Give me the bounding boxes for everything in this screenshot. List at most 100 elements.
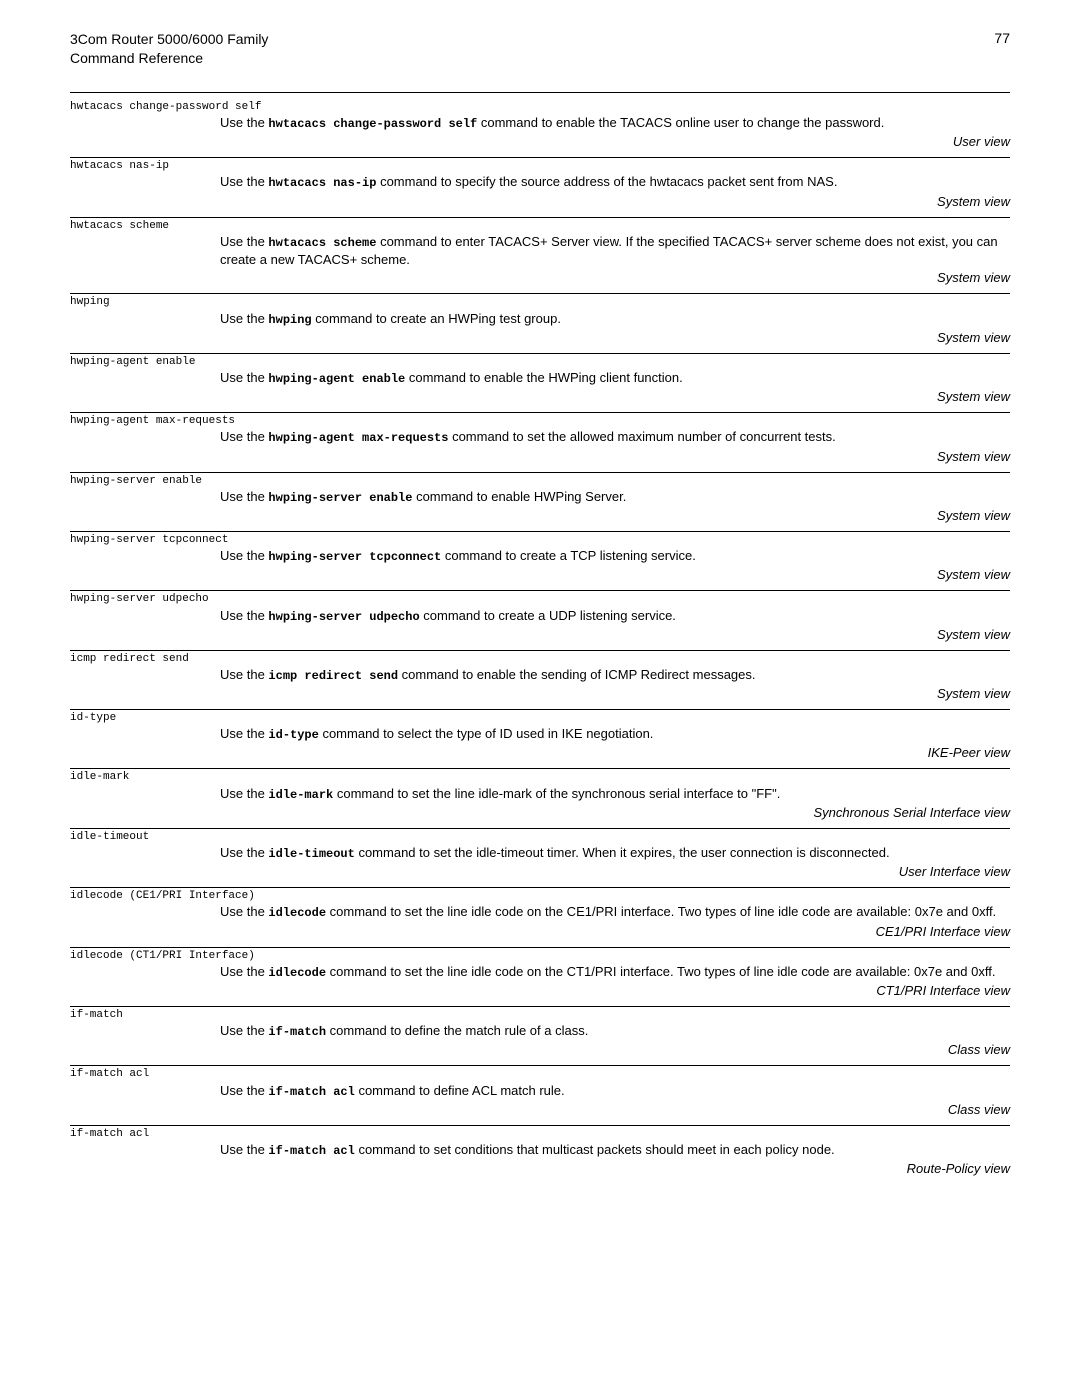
command-entry: hwping-server tcpconnectUse the hwping-s…	[70, 531, 1010, 582]
entry-body: Use the hwtacacs change-password self co…	[70, 114, 1010, 132]
desc-prefix: Use the	[220, 726, 268, 741]
command-name: hwtacacs nas-ip	[70, 158, 1010, 173]
command-entry: hwping-server enableUse the hwping-serve…	[70, 472, 1010, 523]
desc-prefix: Use the	[220, 429, 268, 444]
command-name: icmp redirect send	[70, 651, 1010, 666]
desc-prefix: Use the	[220, 1023, 268, 1038]
entry-body: Use the hwping command to create an HWPi…	[70, 310, 1010, 328]
command-view: System view	[70, 627, 1010, 642]
command-view: User view	[70, 134, 1010, 149]
desc-command-literal: hwtacacs nas-ip	[268, 176, 376, 190]
entry-body: Use the idlecode command to set the line…	[70, 963, 1010, 981]
desc-command-literal: icmp redirect send	[268, 669, 398, 683]
desc-command-literal: hwping	[268, 313, 311, 327]
entry-body: Use the hwtacacs nas-ip command to speci…	[70, 173, 1010, 191]
desc-suffix: command to set the idle-timeout timer. W…	[355, 845, 890, 860]
command-entry: hwpingUse the hwping command to create a…	[70, 293, 1010, 344]
command-entry: idle-markUse the idle-mark command to se…	[70, 768, 1010, 819]
desc-command-literal: if-match	[268, 1025, 326, 1039]
command-name: hwping	[70, 294, 1010, 309]
desc-prefix: Use the	[220, 548, 268, 563]
header-rule	[70, 92, 1010, 93]
command-entry: hwtacacs nas-ipUse the hwtacacs nas-ip c…	[70, 157, 1010, 208]
command-name: hwtacacs change-password self	[70, 99, 1010, 114]
desc-command-literal: hwtacacs scheme	[268, 236, 376, 250]
entry-body: Use the hwping-agent enable command to e…	[70, 369, 1010, 387]
entry-body: Use the if-match acl command to set cond…	[70, 1141, 1010, 1159]
doc-title-line2: Command Reference	[70, 49, 268, 68]
desc-suffix: command to set the line idle code on the…	[326, 964, 995, 979]
command-description: Use the if-match acl command to define A…	[220, 1082, 1010, 1100]
desc-command-literal: if-match acl	[268, 1085, 354, 1099]
command-name: hwtacacs scheme	[70, 218, 1010, 233]
entry-body: Use the hwping-agent max-requests comman…	[70, 428, 1010, 446]
command-entry: hwtacacs change-password selfUse the hwt…	[70, 99, 1010, 149]
desc-prefix: Use the	[220, 1142, 268, 1157]
desc-command-literal: hwping-server enable	[268, 491, 412, 505]
header-title-block: 3Com Router 5000/6000 Family Command Ref…	[70, 30, 268, 68]
entry-body: Use the icmp redirect send command to en…	[70, 666, 1010, 684]
command-view: System view	[70, 194, 1010, 209]
command-description: Use the icmp redirect send command to en…	[220, 666, 1010, 684]
entries-container: hwtacacs change-password selfUse the hwt…	[70, 99, 1010, 1176]
command-entry: hwping-agent enableUse the hwping-agent …	[70, 353, 1010, 404]
command-name: id-type	[70, 710, 1010, 725]
desc-suffix: command to set the line idle code on the…	[326, 904, 996, 919]
entry-body: Use the hwping-server tcpconnect command…	[70, 547, 1010, 565]
command-description: Use the hwping-agent enable command to e…	[220, 369, 1010, 387]
desc-suffix: command to create a TCP listening servic…	[441, 548, 696, 563]
desc-suffix: command to define ACL match rule.	[355, 1083, 565, 1098]
command-name: if-match	[70, 1007, 1010, 1022]
command-name: hwping-agent max-requests	[70, 413, 1010, 428]
entry-body: Use the hwtacacs scheme command to enter…	[70, 233, 1010, 269]
command-view: System view	[70, 449, 1010, 464]
entry-body: Use the id-type command to select the ty…	[70, 725, 1010, 743]
desc-prefix: Use the	[220, 667, 268, 682]
desc-command-literal: if-match acl	[268, 1144, 354, 1158]
command-description: Use the hwping-server udpecho command to…	[220, 607, 1010, 625]
command-view: System view	[70, 508, 1010, 523]
command-view: Route-Policy view	[70, 1161, 1010, 1176]
command-view: System view	[70, 686, 1010, 701]
desc-command-literal: idle-mark	[268, 788, 333, 802]
command-entry: if-matchUse the if-match command to defi…	[70, 1006, 1010, 1057]
desc-prefix: Use the	[220, 370, 268, 385]
entry-body: Use the idlecode command to set the line…	[70, 903, 1010, 921]
command-description: Use the idle-timeout command to set the …	[220, 844, 1010, 862]
command-name: idle-timeout	[70, 829, 1010, 844]
command-entry: icmp redirect sendUse the icmp redirect …	[70, 650, 1010, 701]
entry-body: Use the idle-mark command to set the lin…	[70, 785, 1010, 803]
command-view: CT1/PRI Interface view	[70, 983, 1010, 998]
desc-prefix: Use the	[220, 174, 268, 189]
command-description: Use the hwtacacs nas-ip command to speci…	[220, 173, 1010, 191]
command-name: hwping-server enable	[70, 473, 1010, 488]
desc-prefix: Use the	[220, 904, 268, 919]
desc-command-literal: idlecode	[268, 966, 326, 980]
command-entry: hwtacacs schemeUse the hwtacacs scheme c…	[70, 217, 1010, 286]
page-header: 3Com Router 5000/6000 Family Command Ref…	[70, 30, 1010, 68]
desc-suffix: command to create a UDP listening servic…	[420, 608, 676, 623]
command-view: Class view	[70, 1042, 1010, 1057]
command-name: hwping-agent enable	[70, 354, 1010, 369]
command-name: hwping-server tcpconnect	[70, 532, 1010, 547]
page-root: 3Com Router 5000/6000 Family Command Ref…	[0, 0, 1080, 1204]
desc-suffix: command to select the type of ID used in…	[319, 726, 654, 741]
command-description: Use the if-match acl command to set cond…	[220, 1141, 1010, 1159]
command-view: System view	[70, 270, 1010, 285]
desc-prefix: Use the	[220, 1083, 268, 1098]
command-description: Use the hwtacacs change-password self co…	[220, 114, 1010, 132]
command-entry: idlecode (CE1/PRI Interface)Use the idle…	[70, 887, 1010, 938]
desc-command-literal: hwping-server udpecho	[268, 610, 419, 624]
command-name: if-match acl	[70, 1126, 1010, 1141]
command-description: Use the idlecode command to set the line…	[220, 903, 1010, 921]
entry-body: Use the idle-timeout command to set the …	[70, 844, 1010, 862]
desc-prefix: Use the	[220, 311, 268, 326]
command-name: hwping-server udpecho	[70, 591, 1010, 606]
page-number: 77	[994, 30, 1010, 46]
command-view: IKE-Peer view	[70, 745, 1010, 760]
command-description: Use the hwtacacs scheme command to enter…	[220, 233, 1010, 269]
desc-suffix: command to create an HWPing test group.	[312, 311, 561, 326]
command-view: CE1/PRI Interface view	[70, 924, 1010, 939]
command-description: Use the idle-mark command to set the lin…	[220, 785, 1010, 803]
command-entry: id-typeUse the id-type command to select…	[70, 709, 1010, 760]
